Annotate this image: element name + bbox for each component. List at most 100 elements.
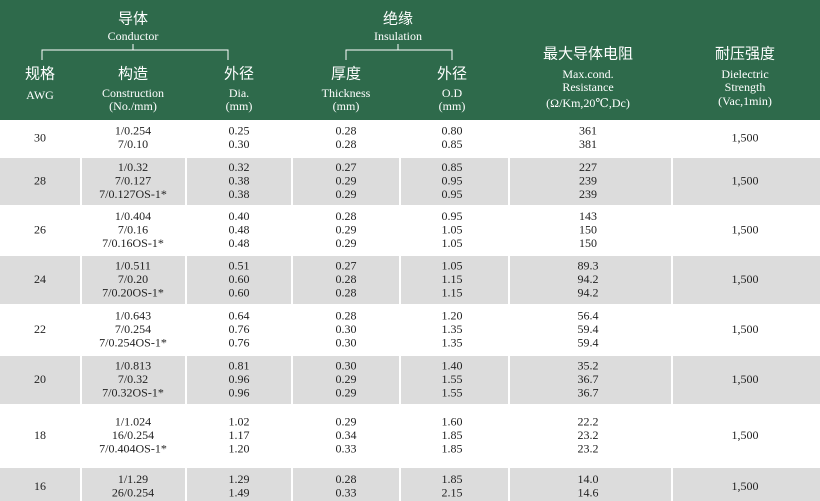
dielectric-cell: 1,500 (732, 428, 759, 442)
cell: 36.7 (578, 385, 599, 399)
cell: 0.27 (336, 258, 357, 272)
cell: 361 (579, 124, 597, 138)
cell: 0.96 (229, 372, 250, 386)
cell: 1.05 (442, 258, 463, 272)
cell: 94.2 (578, 272, 599, 286)
column-header: Construction (102, 86, 164, 100)
cell: 14.6 (578, 486, 599, 500)
column-header: (mm) (226, 99, 253, 113)
cell: 0.95 (442, 187, 463, 201)
cell: 1.85 (442, 472, 463, 486)
row-bg (0, 356, 80, 404)
row-bg (82, 158, 185, 205)
cell: 1/1.024 (115, 414, 151, 428)
row-bg (510, 158, 671, 205)
dielectric-cell: 1,500 (732, 173, 759, 187)
group-title: 绝缘 (383, 10, 413, 27)
cell: 1.35 (442, 322, 463, 336)
cell: 0.80 (442, 124, 463, 138)
cell: 89.3 (578, 258, 599, 272)
header-bg (0, 0, 820, 120)
cell: 1/0.404 (115, 209, 151, 223)
dielectric-cell: 1,500 (732, 479, 759, 493)
cell: 0.29 (336, 372, 357, 386)
cell: 7/0.127OS-1* (99, 187, 167, 201)
column-header: (No./mm) (109, 99, 157, 113)
group-title: Insulation (374, 29, 422, 43)
cell: 0.30 (336, 322, 357, 336)
row-bg (0, 158, 80, 205)
row-bg (0, 256, 80, 304)
dielectric-cell: 1,500 (732, 372, 759, 386)
row-bg (510, 356, 671, 404)
row-bg (187, 158, 291, 205)
row-bg (0, 468, 80, 501)
cell: 0.28 (336, 272, 357, 286)
cell: 0.28 (336, 472, 357, 486)
cell: 0.95 (442, 209, 463, 223)
cell: 0.51 (229, 258, 250, 272)
cell: 239 (579, 187, 597, 201)
cell: 1/1.29 (118, 472, 148, 486)
dielectric-cell: 1,500 (732, 272, 759, 286)
cell: 1/0.32 (118, 160, 148, 174)
cell: 7/0.16 (118, 222, 148, 236)
cell: 0.48 (229, 236, 250, 250)
cell: 0.28 (336, 285, 357, 299)
row-bg (82, 356, 185, 404)
cell: 0.76 (229, 322, 250, 336)
header: 导体 Conductor 绝缘 Insulation 规格 AWG 构造 Constr… (25, 10, 775, 112)
column-header: 外径 (224, 65, 254, 82)
column-header: Resistance (562, 80, 613, 94)
cell: 35.2 (578, 358, 599, 372)
cell: 7/0.32OS-1* (102, 385, 164, 399)
row-bg (673, 468, 820, 501)
row-bg (187, 256, 291, 304)
cell: 7/0.20 (118, 272, 148, 286)
bracket (345, 44, 453, 60)
cell: 0.38 (229, 187, 250, 201)
row-bg (293, 256, 399, 304)
awg-cell: 28 (34, 173, 46, 187)
cell: 0.48 (229, 222, 250, 236)
awg-cell: 20 (34, 372, 46, 386)
cell: 0.30 (336, 358, 357, 372)
column-header: AWG (26, 88, 54, 102)
cell: 1/0.813 (115, 358, 151, 372)
cell: 1/0.511 (115, 258, 151, 272)
column-header: Max.cond. (562, 67, 613, 81)
cell: 150 (579, 236, 597, 250)
cell: 2.15 (442, 486, 463, 500)
cell: 1.85 (442, 428, 463, 442)
cell: 1.55 (442, 372, 463, 386)
column-header: Dielectric (721, 67, 768, 81)
cell: 0.33 (336, 441, 357, 455)
dielectric-cell: 1,500 (732, 130, 759, 144)
cell: 239 (579, 173, 597, 187)
cell: 0.60 (229, 272, 250, 286)
cell: 1/0.254 (115, 124, 151, 138)
cell: 150 (579, 222, 597, 236)
cell: 0.32 (229, 160, 250, 174)
cell: 0.33 (336, 486, 357, 500)
cell: 0.85 (442, 137, 463, 151)
cell: 1.15 (442, 285, 463, 299)
cell: 1/0.643 (115, 308, 151, 322)
cell: 0.76 (229, 335, 250, 349)
row-bg (510, 468, 671, 501)
cell: 1.60 (442, 414, 463, 428)
awg-cell: 22 (34, 322, 46, 336)
cell: 0.40 (229, 209, 250, 223)
cell: 143 (579, 209, 597, 223)
cell: 0.60 (229, 285, 250, 299)
column-header: 耐压强度 (715, 45, 775, 62)
cell: 0.95 (442, 173, 463, 187)
cell: 0.30 (336, 335, 357, 349)
column-header: Strength (725, 80, 766, 94)
column-header: Thickness (322, 86, 371, 100)
row-bg (187, 356, 291, 404)
dielectric-cell: 1,500 (732, 322, 759, 336)
cell: 0.38 (229, 173, 250, 187)
dielectric-cell: 1,500 (732, 222, 759, 236)
